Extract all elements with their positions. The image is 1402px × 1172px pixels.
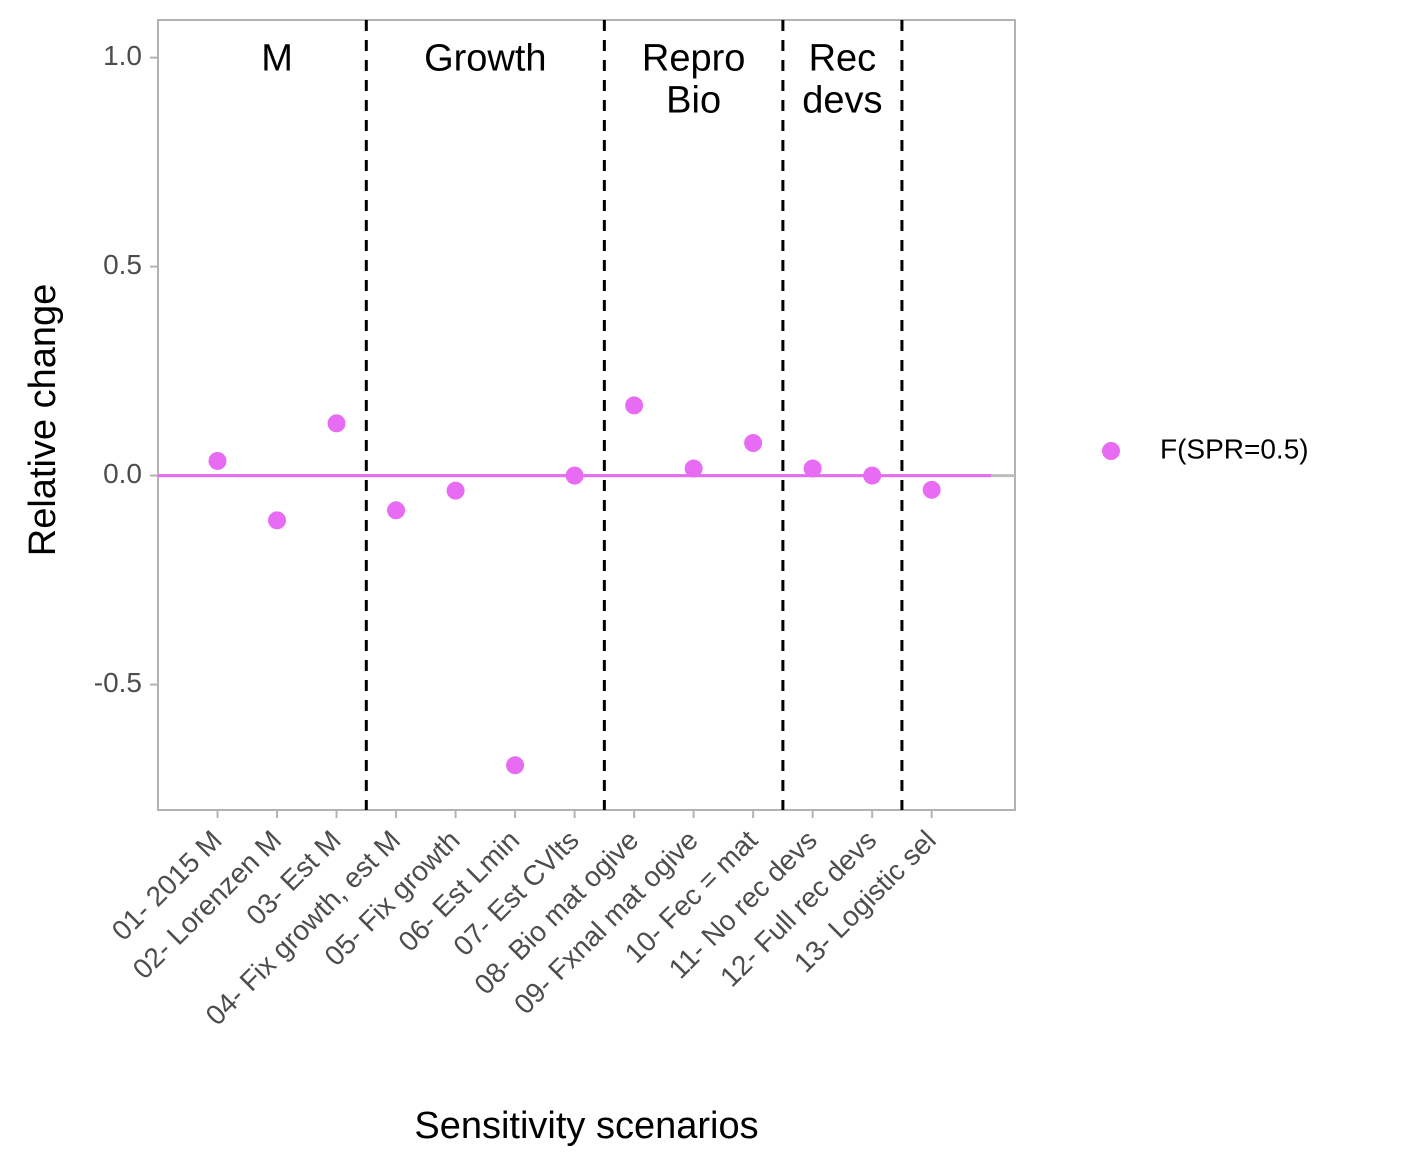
group-label: Repro Bio [642, 38, 746, 122]
group-label: Growth [424, 38, 546, 80]
legend-marker [1102, 442, 1120, 460]
x-axis-title: Sensitivity scenarios [414, 1105, 758, 1147]
legend-label: F(SPR=0.5) [1160, 433, 1309, 464]
data-point [208, 451, 227, 470]
data-point [625, 396, 644, 415]
data-point [922, 480, 941, 499]
y-tick-label: -0.5 [94, 667, 142, 698]
y-tick-label: 0.0 [103, 458, 142, 489]
group-label: M [261, 38, 293, 80]
group-label: Rec devs [802, 38, 882, 122]
data-point [803, 459, 822, 478]
data-point [387, 501, 406, 520]
data-point [863, 466, 882, 485]
data-point [565, 466, 584, 485]
data-point [506, 756, 525, 775]
y-tick-label: 1.0 [103, 40, 142, 71]
y-tick-label: 0.5 [103, 249, 142, 280]
data-point [268, 511, 287, 530]
data-point [446, 481, 465, 500]
plot-panel-frame [157, 19, 1016, 811]
data-point [684, 459, 703, 478]
y-axis-title: Relative change [22, 284, 64, 557]
data-point [327, 414, 346, 433]
data-point [744, 434, 763, 453]
